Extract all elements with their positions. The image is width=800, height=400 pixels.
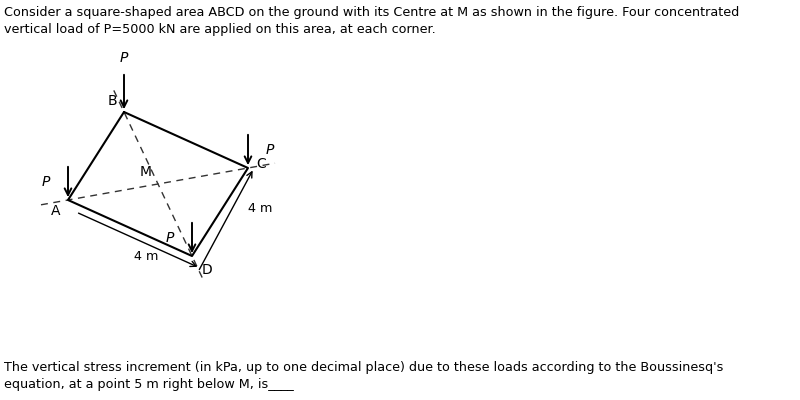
Text: A: A: [50, 204, 60, 218]
Text: 4 m: 4 m: [248, 202, 272, 214]
Text: vertical load of P=5000 kN are applied on this area, at each corner.: vertical load of P=5000 kN are applied o…: [4, 23, 436, 36]
Text: Consider a square-shaped area ABCD on the ground with its Centre at M as shown i: Consider a square-shaped area ABCD on th…: [4, 6, 739, 19]
Text: D: D: [202, 263, 212, 277]
Text: 4 m: 4 m: [134, 250, 158, 263]
Text: P: P: [166, 231, 174, 245]
Text: P: P: [120, 51, 128, 65]
Text: P: P: [266, 143, 274, 157]
Text: C: C: [256, 157, 266, 171]
Text: M: M: [139, 165, 152, 179]
Text: P: P: [42, 175, 50, 189]
Text: equation, at a point 5 m right below M, is____: equation, at a point 5 m right below M, …: [4, 378, 294, 391]
Text: The vertical stress increment (in kPa, up to one decimal place) due to these loa: The vertical stress increment (in kPa, u…: [4, 361, 723, 374]
Text: B: B: [108, 94, 118, 108]
